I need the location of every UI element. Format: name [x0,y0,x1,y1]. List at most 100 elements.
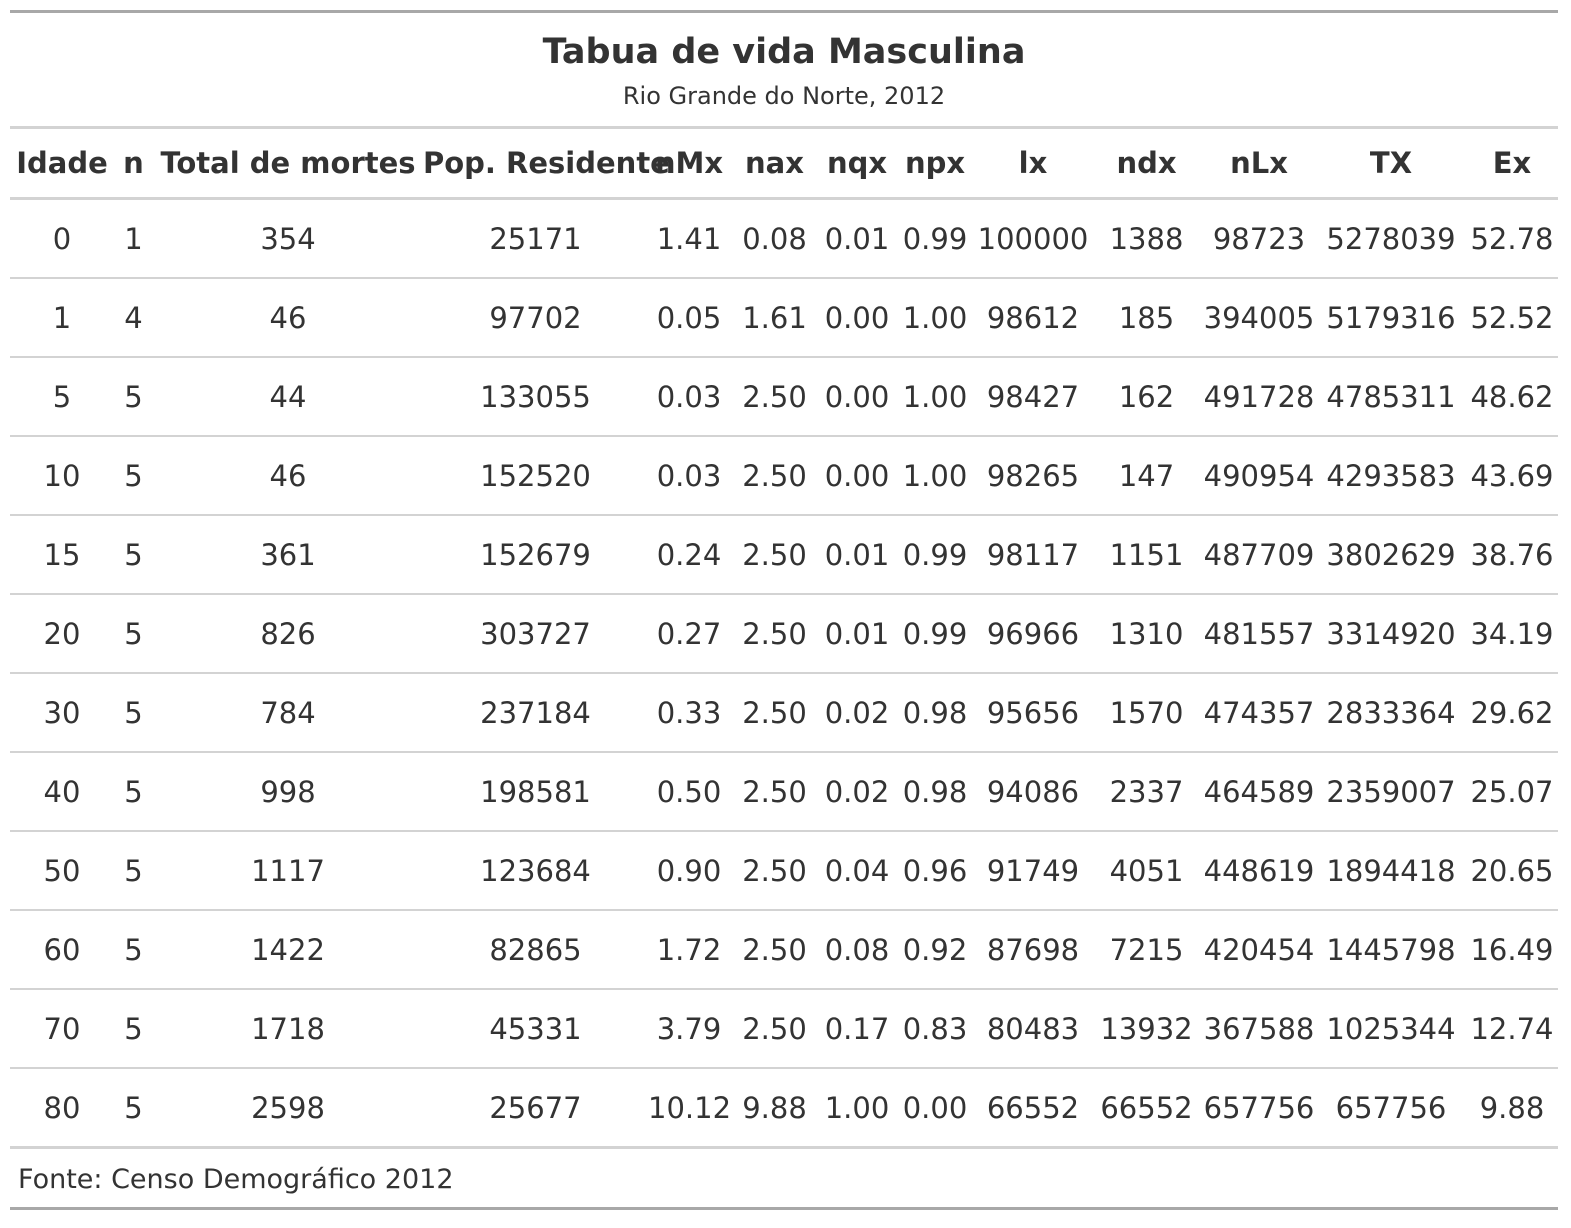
table-cell: 25677 [423,1068,648,1149]
table-cell: 0.03 [648,436,730,516]
table-cell: 354 [153,198,423,279]
table-cell: 60 [10,910,114,990]
table-cell: 5 [114,515,153,595]
table-cell: 12.74 [1466,989,1558,1069]
table-cell: 7215 [1091,910,1202,990]
column-header: nax [730,129,819,200]
column-header: lx [975,129,1091,200]
table-cell: 0.98 [895,752,975,832]
table-cell: 826 [153,594,423,674]
table-cell: 20.65 [1466,831,1558,911]
table-cell: 2833364 [1316,673,1466,753]
table-cell: 98723 [1202,198,1316,279]
table-cell: 0.96 [895,831,975,911]
table-row: 40 5 998 198581 0.50 2.50 0.02 0.98 94086 2337 464… [10,752,1558,832]
table-cell: 98265 [975,436,1091,516]
table-cell: 44 [153,357,423,437]
table-cell: 491728 [1202,357,1316,437]
table-cell: 5 [114,910,153,990]
table-row: 15 5 361 152679 0.24 2.50 0.01 0.99 98117 1151 487… [10,515,1558,595]
column-header: Pop. Residente [423,129,670,200]
source-note: Fonte: Censo Demográfico 2012 [18,1164,454,1195]
table-cell: 98117 [975,515,1091,595]
table-cell: 5 [114,594,153,674]
table-cell: 0.92 [895,910,975,990]
table-cell: 94086 [975,752,1091,832]
table-cell: 2359007 [1316,752,1466,832]
table-cell: 5 [114,436,153,516]
table-body: 0 1 354 25171 1.41 0.08 0.01 0.99 100000 1388 9872… [10,198,1558,1149]
table-cell: 0.02 [819,752,895,832]
table-cell: 25171 [423,198,648,279]
bottom-rule [10,1207,1558,1210]
table-cell: 45331 [423,989,648,1069]
table-cell: 0.03 [648,357,730,437]
table-cell: 1445798 [1316,910,1466,990]
table-cell: 1.61 [730,278,819,358]
table-row: 10 5 46 152520 0.03 2.50 0.00 1.00 98265 147 49095… [10,436,1558,516]
table-cell: 0.99 [895,515,975,595]
table-cell: 0.08 [819,910,895,990]
table-cell: 52.78 [1466,198,1558,279]
table-cell: 1151 [1091,515,1202,595]
table-cell: 2.50 [730,436,819,516]
header-row: Idade n Total de mortes Pop. Residente nMx na… [10,129,1558,200]
table-cell: 657756 [1316,1068,1466,1149]
table-cell: 0.17 [819,989,895,1069]
table-cell: 10.12 [648,1068,731,1149]
table-cell: 0.99 [895,594,975,674]
table-cell: 998 [153,752,423,832]
table-cell: 0.27 [648,594,730,674]
table-cell: 0.33 [648,673,730,753]
table-title: Tabua de vida Masculina [542,32,1026,72]
column-header: nMx [648,129,730,200]
table-cell: 0.00 [895,1068,975,1149]
column-header: ndx [1091,129,1202,200]
table-cell: 784 [153,673,423,753]
table-cell: 3.79 [648,989,730,1069]
table-cell: 98427 [975,357,1091,437]
table-cell: 95656 [975,673,1091,753]
table-cell: 133055 [423,357,648,437]
table-cell: 1.41 [648,198,730,279]
table-cell: 2.50 [730,594,819,674]
table-cell: 657756 [1202,1068,1316,1149]
table-cell: 0 [10,198,114,279]
table-cell: 2.50 [730,673,819,753]
table-cell: 46 [153,278,423,358]
column-header: Total de mortes [153,129,423,200]
table-cell: 198581 [423,752,648,832]
table-cell: 487709 [1202,515,1316,595]
table-cell: 4293583 [1316,436,1466,516]
table-cell: 20 [10,594,114,674]
table-cell: 80 [10,1068,114,1149]
table-cell: 0.50 [648,752,730,832]
table-row: 5 5 44 133055 0.03 2.50 0.00 1.00 98427 162 491728… [10,357,1558,437]
table-cell: 98612 [975,278,1091,358]
table-cell: 474357 [1202,673,1316,753]
table-cell: 0.02 [819,673,895,753]
table-cell: 3802629 [1316,515,1466,595]
table-cell: 1310 [1091,594,1202,674]
table-cell: 4 [114,278,153,358]
table-cell: 237184 [423,673,648,753]
table-cell: 82865 [423,910,648,990]
table-cell: 490954 [1202,436,1316,516]
table-cell: 0.83 [895,989,975,1069]
table-cell: 152679 [423,515,648,595]
table-row: 70 5 1718 45331 3.79 2.50 0.17 0.83 80483 13932 36… [10,989,1558,1069]
table-cell: 5 [114,357,153,437]
table-cell: 0.00 [819,278,895,358]
table-cell: 2.50 [730,910,819,990]
table-cell: 46 [153,436,423,516]
table-cell: 0.04 [819,831,895,911]
table-cell: 2337 [1091,752,1202,832]
table-cell: 70 [10,989,114,1069]
table-cell: 0.00 [819,357,895,437]
table-cell: 361 [153,515,423,595]
table-cell: 0.01 [819,515,895,595]
table-cell: 1.72 [648,910,730,990]
table-cell: 0.08 [730,198,819,279]
table-cell: 0.01 [819,198,895,279]
table-cell: 48.62 [1466,357,1558,437]
